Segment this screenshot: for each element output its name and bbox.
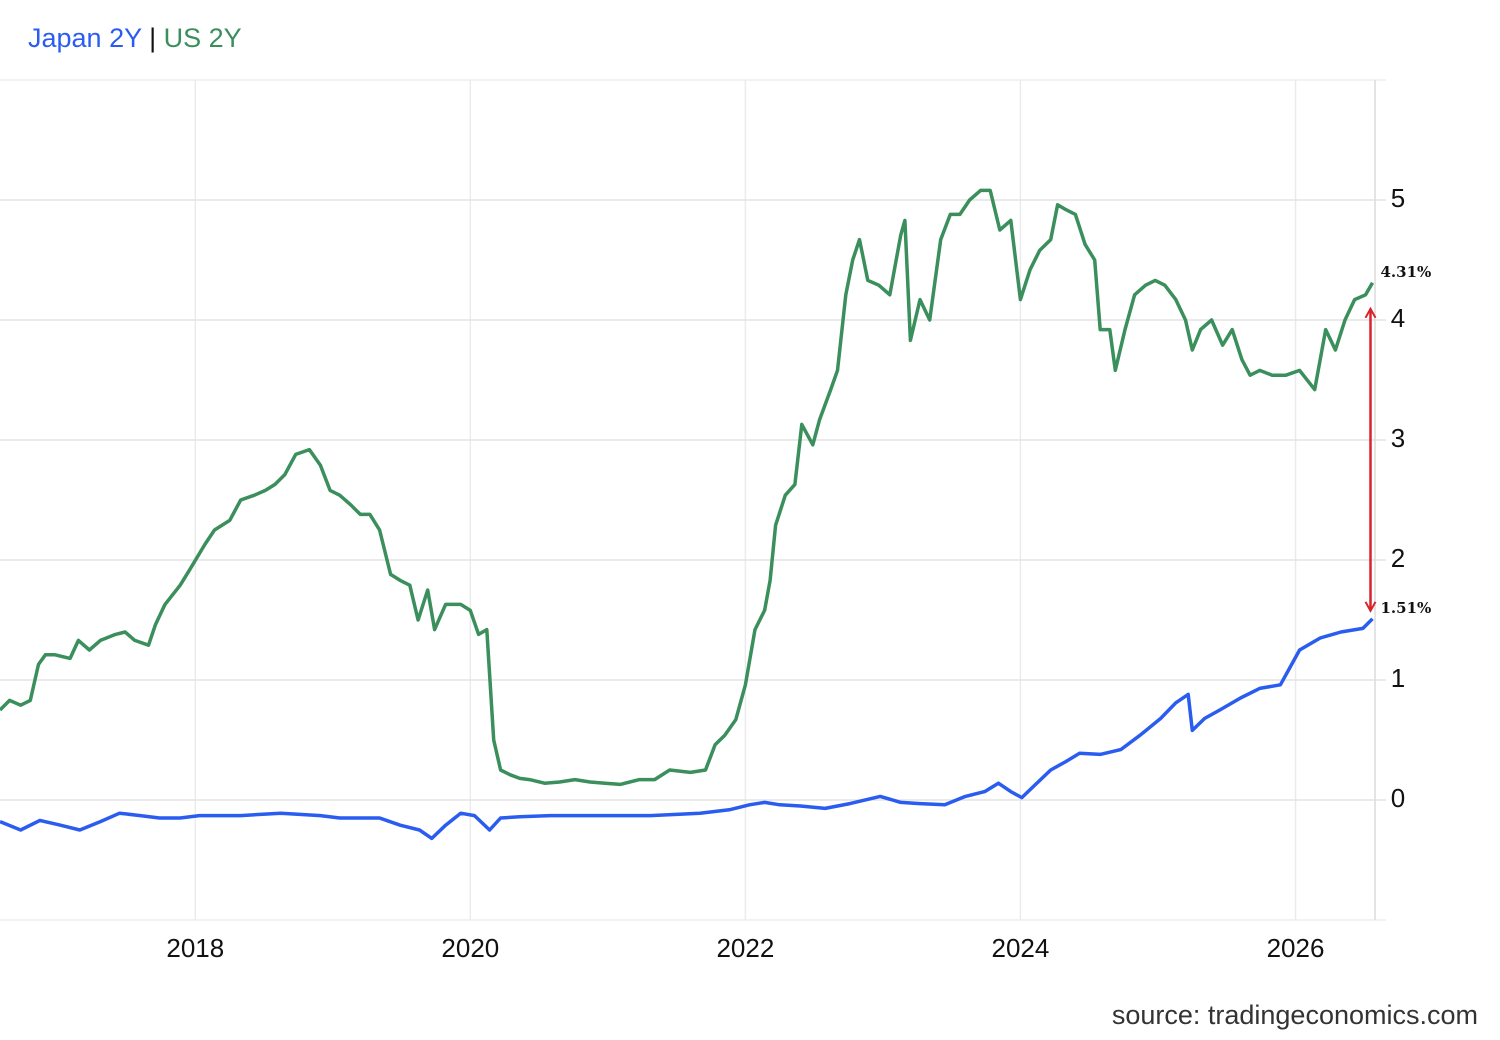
legend-separator: | (149, 23, 156, 53)
source: source: tradingeconomics.com (1112, 1000, 1478, 1030)
x-tick-label: 2026 (1267, 933, 1325, 963)
y-tick-label: 4 (1391, 303, 1405, 333)
y-tick-label: 3 (1391, 423, 1405, 453)
y-tick-label: 5 (1391, 183, 1405, 213)
x-tick-label: 2018 (166, 933, 224, 963)
legend-entry: US 2Y (164, 23, 242, 53)
x-tick-label: 2020 (441, 933, 499, 963)
y-tick-label: 1 (1391, 663, 1405, 693)
end-label: 4.31% (1380, 263, 1431, 281)
y-tick-label: 2 (1391, 543, 1405, 573)
legend-entry: Japan 2Y (28, 23, 142, 53)
legend: Japan 2Y | US 2Y (28, 23, 242, 53)
end-label: 1.51% (1380, 599, 1431, 617)
series-line (0, 188, 1375, 787)
x-tick-label: 2024 (992, 933, 1050, 963)
y-tick-label: 0 (1391, 783, 1405, 813)
x-tick-label: 2022 (716, 933, 774, 963)
series-line (0, 617, 1374, 841)
